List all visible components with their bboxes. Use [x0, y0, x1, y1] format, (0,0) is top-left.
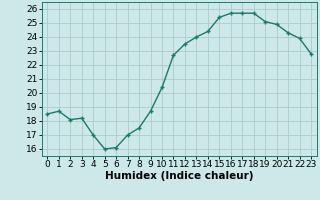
X-axis label: Humidex (Indice chaleur): Humidex (Indice chaleur): [105, 171, 253, 181]
